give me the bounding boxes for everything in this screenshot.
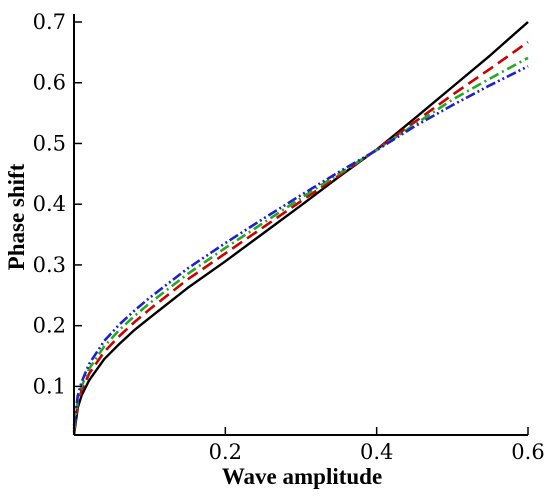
y-tick-label: 0.5 bbox=[33, 131, 66, 155]
y-tick-label: 0.6 bbox=[33, 71, 66, 95]
series-line-1 bbox=[72, 21, 529, 436]
y-tick-label: 0.1 bbox=[33, 374, 66, 398]
x-axis-title: Wave amplitude bbox=[222, 464, 382, 489]
axes-group bbox=[73, 14, 528, 436]
x-tick-label: 0.4 bbox=[360, 440, 393, 464]
y-tick-label: 0.4 bbox=[33, 192, 66, 216]
y-tick-label: 0.3 bbox=[33, 253, 66, 277]
y-tick-label: 0.7 bbox=[33, 10, 66, 34]
series-line-4 bbox=[72, 65, 529, 427]
y-tick-label: 0.2 bbox=[33, 314, 66, 338]
series-group bbox=[72, 21, 529, 436]
ticks-group: 0.2 0.4 0.6 0.1 0.2 0.3 0.4 0.5 0.6 0.7 bbox=[33, 10, 545, 464]
series-line-2 bbox=[72, 40, 529, 433]
x-tick-label: 0.2 bbox=[209, 440, 242, 464]
y-axis-title: Phase shift bbox=[4, 163, 29, 270]
series-line-3 bbox=[72, 56, 529, 430]
x-tick-label: 0.6 bbox=[511, 440, 544, 464]
